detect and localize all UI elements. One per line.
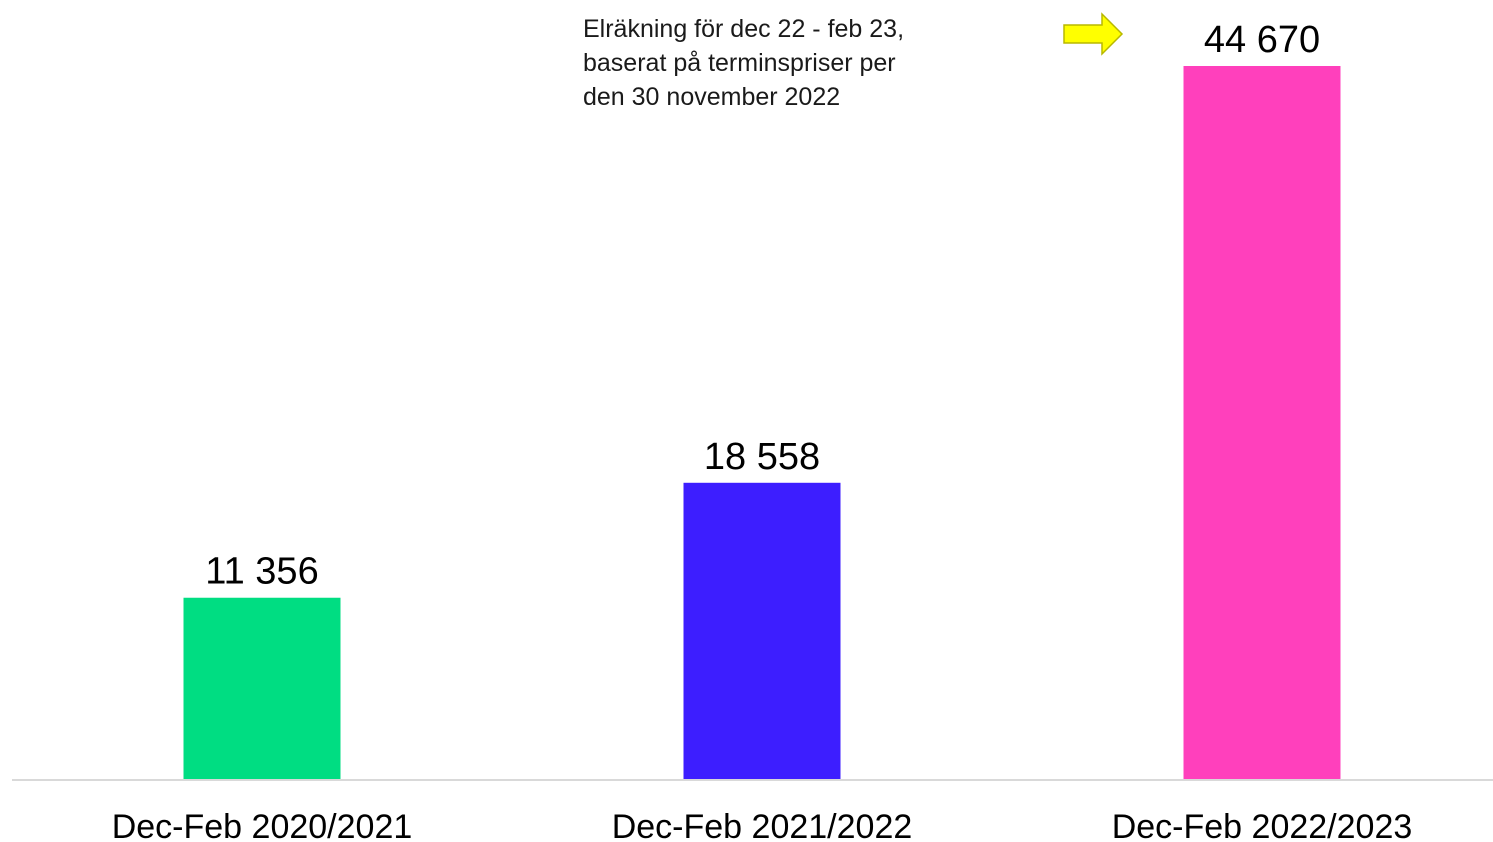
right-arrow-icon	[1063, 12, 1124, 56]
annotation-line-3: den 30 november 2022	[583, 83, 841, 111]
arrow-shape	[1063, 12, 1124, 56]
bars	[183, 66, 1341, 779]
value-label-1: 11 356	[205, 551, 318, 593]
category-label-2: Dec-Feb 2021/2022	[612, 808, 913, 842]
bar-1	[183, 597, 341, 779]
annotation-line-2: baserat på terminspriser per	[583, 49, 896, 77]
category-label-3: Dec-Feb 2022/2023	[1112, 808, 1413, 842]
bar-3	[1183, 66, 1341, 779]
category-label-1: Dec-Feb 2020/2021	[112, 808, 413, 842]
annotation-note: Elräkning för dec 22 - feb 23, baserat p…	[583, 12, 1013, 114]
value-labels: 11 356 18 558 44 670	[205, 19, 1320, 593]
annotation-line-1: Elräkning för dec 22 - feb 23,	[583, 15, 905, 43]
value-label-3: 44 670	[1204, 19, 1320, 61]
bar-2	[683, 482, 841, 779]
category-labels: Dec-Feb 2020/2021 Dec-Feb 2021/2022 Dec-Fe…	[112, 808, 1413, 842]
value-label-2: 18 558	[704, 436, 820, 478]
